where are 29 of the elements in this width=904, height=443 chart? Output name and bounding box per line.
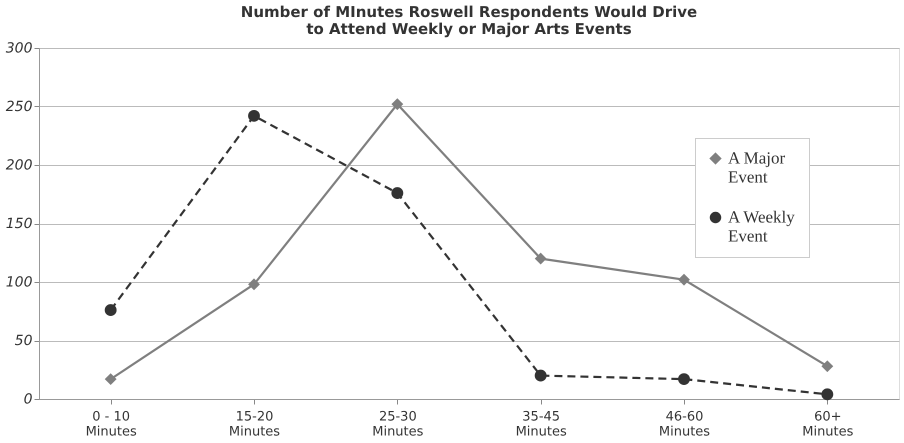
y-tick-label: 200	[6, 158, 33, 174]
text: to Attend Weekly or Major Arts Events	[306, 20, 632, 38]
y-tick-label: 100	[6, 274, 33, 290]
y-tick-label: 150	[6, 216, 33, 232]
x-tick-label: 46-60 Minutes	[658, 410, 710, 440]
point	[821, 388, 834, 400]
point	[391, 98, 404, 110]
y-tick-label: 300	[6, 40, 33, 56]
point	[534, 370, 547, 382]
legend-label: A Weekly Event	[728, 208, 796, 246]
x-tick-label: 15-20 Minutes	[228, 410, 280, 440]
point	[821, 360, 834, 372]
x-tick-label: 0 - 10 Minutes	[86, 410, 137, 440]
x-tick-label: 25-30 Minutes	[372, 410, 424, 440]
y-tick-label: 250	[6, 99, 33, 115]
y-tick-label: 50	[14, 333, 33, 349]
point	[104, 373, 117, 386]
point	[248, 110, 260, 122]
x-tick-label: 60+ Minutes	[802, 410, 854, 440]
point	[678, 274, 690, 286]
legend-label: A Major Event	[728, 148, 786, 186]
y-tick-label: 0	[24, 392, 33, 408]
point	[534, 252, 547, 265]
point	[678, 373, 690, 386]
point	[248, 278, 260, 290]
point	[391, 187, 404, 199]
text: Number of MInutes Roswell Respondents Would Drive	[240, 3, 698, 21]
point	[104, 304, 117, 316]
x-tick-label: 35-45 Minutes	[516, 410, 567, 440]
